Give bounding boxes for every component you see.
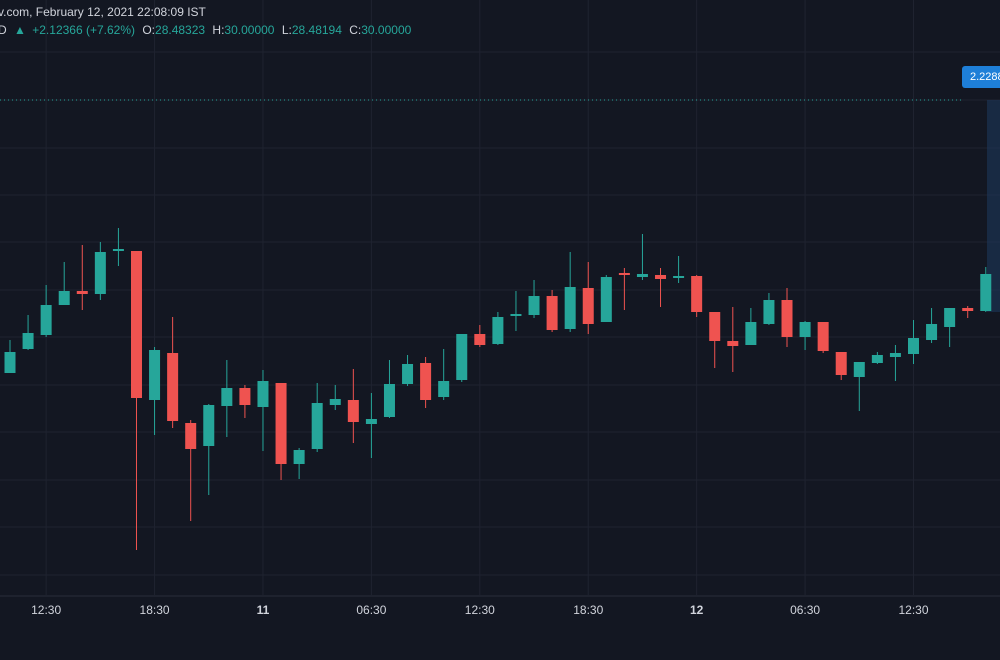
x-tick-label: 06:30 [790, 603, 820, 617]
candle-body [365, 419, 377, 424]
candle-body [4, 352, 16, 373]
candle-body [835, 352, 847, 375]
x-tick-label: 18:30 [140, 603, 170, 617]
change-arrow: ▲ [14, 23, 26, 37]
candle-body [311, 403, 323, 449]
candle-body [853, 362, 865, 377]
candle-body [618, 273, 630, 275]
x-tick-label: 18:30 [573, 603, 603, 617]
legend-line: D ▲ +2.12366 (+7.62%) O:28.48323 H:30.00… [0, 23, 411, 37]
x-tick-label: 11 [257, 603, 270, 617]
change: +2.12366 (+7.62%) [32, 23, 135, 37]
candle-body [655, 275, 667, 279]
x-tick-label: 12:30 [898, 603, 928, 617]
candle-body [889, 353, 901, 357]
candle-body [149, 350, 161, 400]
candle-body [58, 291, 70, 305]
candle-body [691, 276, 703, 312]
symbol: D [0, 23, 7, 37]
low-label: L: [281, 23, 292, 37]
candle-body [510, 314, 522, 316]
candle-body [546, 296, 558, 330]
candle-body [636, 274, 648, 277]
candle-body [257, 381, 269, 407]
candle-body [673, 276, 685, 278]
candle-body [582, 288, 594, 324]
candle-body [22, 333, 34, 349]
candle-body [763, 300, 775, 324]
candle-body [962, 308, 974, 311]
header-line: v.com, February 12, 2021 22:08:09 IST [0, 5, 206, 19]
candle-body [456, 334, 468, 380]
x-tick-label: 06:30 [356, 603, 386, 617]
candle-body [329, 399, 341, 405]
candle-body [203, 405, 215, 446]
candle-body [799, 322, 811, 337]
candle-body [185, 423, 197, 449]
candle-body [564, 287, 576, 329]
low-value: 28.48194 [291, 23, 342, 37]
candle-body [347, 400, 359, 422]
range-highlight [987, 100, 1000, 312]
candle-body [239, 388, 251, 405]
candle-body [781, 300, 793, 337]
candle-body [474, 334, 486, 345]
x-tick-label: 12:30 [465, 603, 495, 617]
candle-body [908, 338, 919, 354]
high-label: H: [212, 23, 225, 37]
open-label: O: [142, 23, 156, 37]
candle-body [402, 364, 414, 384]
candle-body [275, 383, 287, 464]
candle-body [709, 312, 721, 341]
candle-body [221, 388, 233, 406]
candle-body [383, 384, 395, 417]
candle-body [293, 450, 305, 464]
candle-body [745, 322, 757, 345]
high-value: 30.00000 [224, 23, 275, 37]
candle-body [112, 249, 124, 251]
price-tag: 2.2288 [962, 66, 1000, 88]
candle-body [438, 381, 450, 397]
close-label: C: [349, 23, 362, 37]
candle-body [926, 324, 938, 340]
candle-body [528, 296, 540, 315]
candle-body [76, 291, 88, 294]
candle-body [944, 308, 956, 327]
candle-body [980, 274, 992, 311]
candle-body [492, 317, 504, 344]
open-value: 28.48323 [155, 23, 206, 37]
source: v.com, February 12, 2021 22:08:09 IST [0, 5, 206, 19]
candle-body [167, 353, 179, 421]
candle-body [130, 251, 142, 398]
x-tick-label: 12 [690, 603, 704, 617]
candle-body [94, 252, 106, 294]
x-tick-label: 12:30 [31, 603, 61, 617]
close-value: 30.00000 [361, 23, 412, 37]
candle-body [871, 355, 883, 363]
candle-body [40, 305, 52, 335]
candle-body [600, 277, 612, 322]
candle-body [727, 341, 739, 346]
candle-body [817, 322, 829, 351]
candle-body [420, 363, 432, 400]
